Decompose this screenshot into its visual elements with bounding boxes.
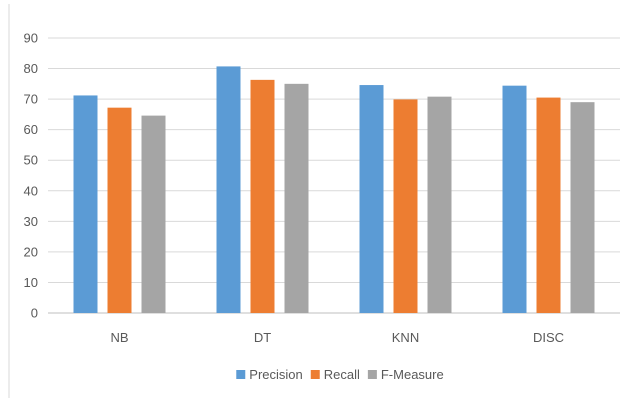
y-tick-label: 20: [24, 244, 38, 259]
bar-precision-knn: [359, 85, 384, 313]
bar-recall-nb: [107, 107, 132, 314]
y-tick-label: 70: [24, 92, 38, 107]
bar-recall-disc: [536, 97, 561, 313]
x-axis-tick-labels: NB DT KNN DISC: [110, 330, 564, 345]
x-tick-label: DT: [254, 330, 271, 345]
bar-f-measure-nb: [141, 115, 166, 313]
legend-swatch: [367, 370, 377, 379]
bar-recall-knn: [393, 99, 418, 314]
legend-item: F-Measure: [367, 367, 444, 382]
y-tick-label: 60: [24, 122, 38, 137]
legend-label: F-Measure: [381, 367, 444, 382]
legend-swatch: [236, 370, 246, 379]
legend: Precision Recall F-Measure: [236, 367, 444, 382]
legend-item: Recall: [310, 367, 360, 382]
bars: [73, 66, 595, 314]
legend-swatch: [310, 370, 320, 379]
y-tick-label: 90: [24, 31, 38, 46]
x-tick-label: NB: [110, 330, 128, 345]
y-tick-label: 10: [24, 275, 38, 290]
bar-f-measure-knn: [427, 96, 452, 314]
bar-precision-nb: [73, 95, 98, 313]
bar-recall-dt: [250, 79, 275, 313]
y-tick-label: 80: [24, 61, 38, 76]
x-tick-label: DISC: [533, 330, 564, 345]
y-tick-label: 50: [24, 153, 38, 168]
y-tick-label: 30: [24, 214, 38, 229]
y-tick-label: 0: [31, 306, 38, 321]
x-tick-label: KNN: [392, 330, 419, 345]
legend-item: Precision: [236, 367, 303, 382]
y-tick-label: 40: [24, 183, 38, 198]
y-axis-tick-labels: 0 10 20 30 40 50 60 70 80 90: [24, 31, 38, 321]
legend-label: Recall: [324, 367, 360, 382]
bar-f-measure-disc: [570, 102, 595, 314]
legend-label: Precision: [249, 367, 302, 382]
bar-precision-dt: [216, 66, 241, 314]
bar-precision-disc: [502, 85, 527, 314]
bar-f-measure-dt: [284, 83, 309, 313]
